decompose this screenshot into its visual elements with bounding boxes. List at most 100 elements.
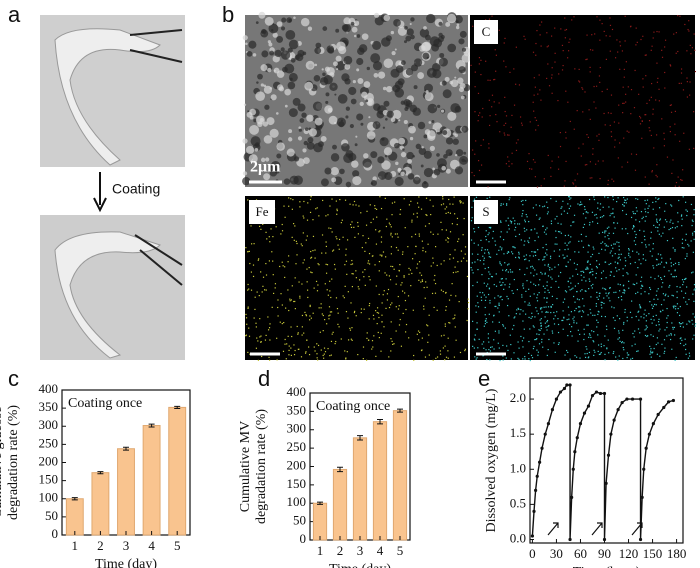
texture [665,203,667,205]
texture [562,301,564,303]
aligner [54,28,161,166]
texture [655,197,657,199]
texture [535,204,537,206]
texture [306,339,308,341]
texture [288,255,290,257]
texture [650,348,652,350]
texture [357,221,359,224]
texture [588,224,591,226]
texture [260,335,262,337]
texture [473,242,475,244]
texture [444,345,446,347]
texture [288,108,298,118]
texture [605,35,607,37]
texture [317,359,319,361]
texture [662,282,664,284]
texture [639,123,642,125]
texture [577,306,580,308]
texture [627,232,629,235]
texture [691,224,693,227]
texture [539,24,541,26]
texture [670,227,672,230]
texture [500,278,502,280]
texture [633,283,636,286]
texture [294,349,296,352]
texture [477,92,480,95]
texture [656,337,659,339]
texture [654,278,656,280]
texture [280,50,291,60]
texture [296,242,298,245]
texture [471,206,473,208]
texture [688,148,690,150]
texture [573,128,575,130]
texture [542,346,544,348]
texture [689,321,691,323]
texture [502,269,504,271]
texture [393,142,400,149]
texture [690,272,693,274]
texture [454,153,458,157]
texture [339,168,345,175]
texture [599,209,601,211]
texture [352,204,354,206]
texture [524,358,526,360]
texture [368,116,371,119]
texture [307,296,309,299]
texture [486,197,488,199]
texture [644,211,647,213]
texture [268,359,271,361]
texture [598,292,601,294]
texture [668,334,670,336]
texture [431,292,434,295]
texture [478,338,480,340]
texture [630,153,633,155]
bar [117,448,135,536]
texture [520,335,522,338]
texture [681,214,683,216]
texture [321,313,323,315]
texture [623,349,625,351]
data-point [535,474,539,478]
texture [514,229,516,231]
texture [632,332,634,335]
texture [567,50,570,52]
texture [391,202,394,204]
texture [333,176,343,185]
texture [648,244,650,246]
texture [655,324,657,326]
texture [255,326,257,328]
texture [675,181,678,184]
texture [338,46,347,55]
texture [448,299,451,301]
texture [628,254,630,256]
texture [385,117,388,121]
texture [666,326,668,329]
texture [426,56,429,59]
texture [546,321,548,323]
texture [472,149,474,151]
texture [647,207,649,210]
texture [595,305,597,307]
texture [622,86,624,88]
texture [618,337,621,339]
texture [335,60,346,71]
texture [342,24,352,33]
texture [623,102,625,104]
texture [336,117,346,127]
texture [494,78,496,81]
texture [659,355,661,357]
texture [536,186,539,188]
texture [398,119,401,122]
texture [489,124,491,127]
texture [491,15,493,17]
texture [597,321,599,324]
texture [374,207,376,210]
texture [604,232,606,234]
texture [502,325,505,327]
texture [522,204,524,206]
texture [670,104,672,106]
texture [626,316,628,318]
texture [542,285,545,287]
texture [527,304,529,306]
